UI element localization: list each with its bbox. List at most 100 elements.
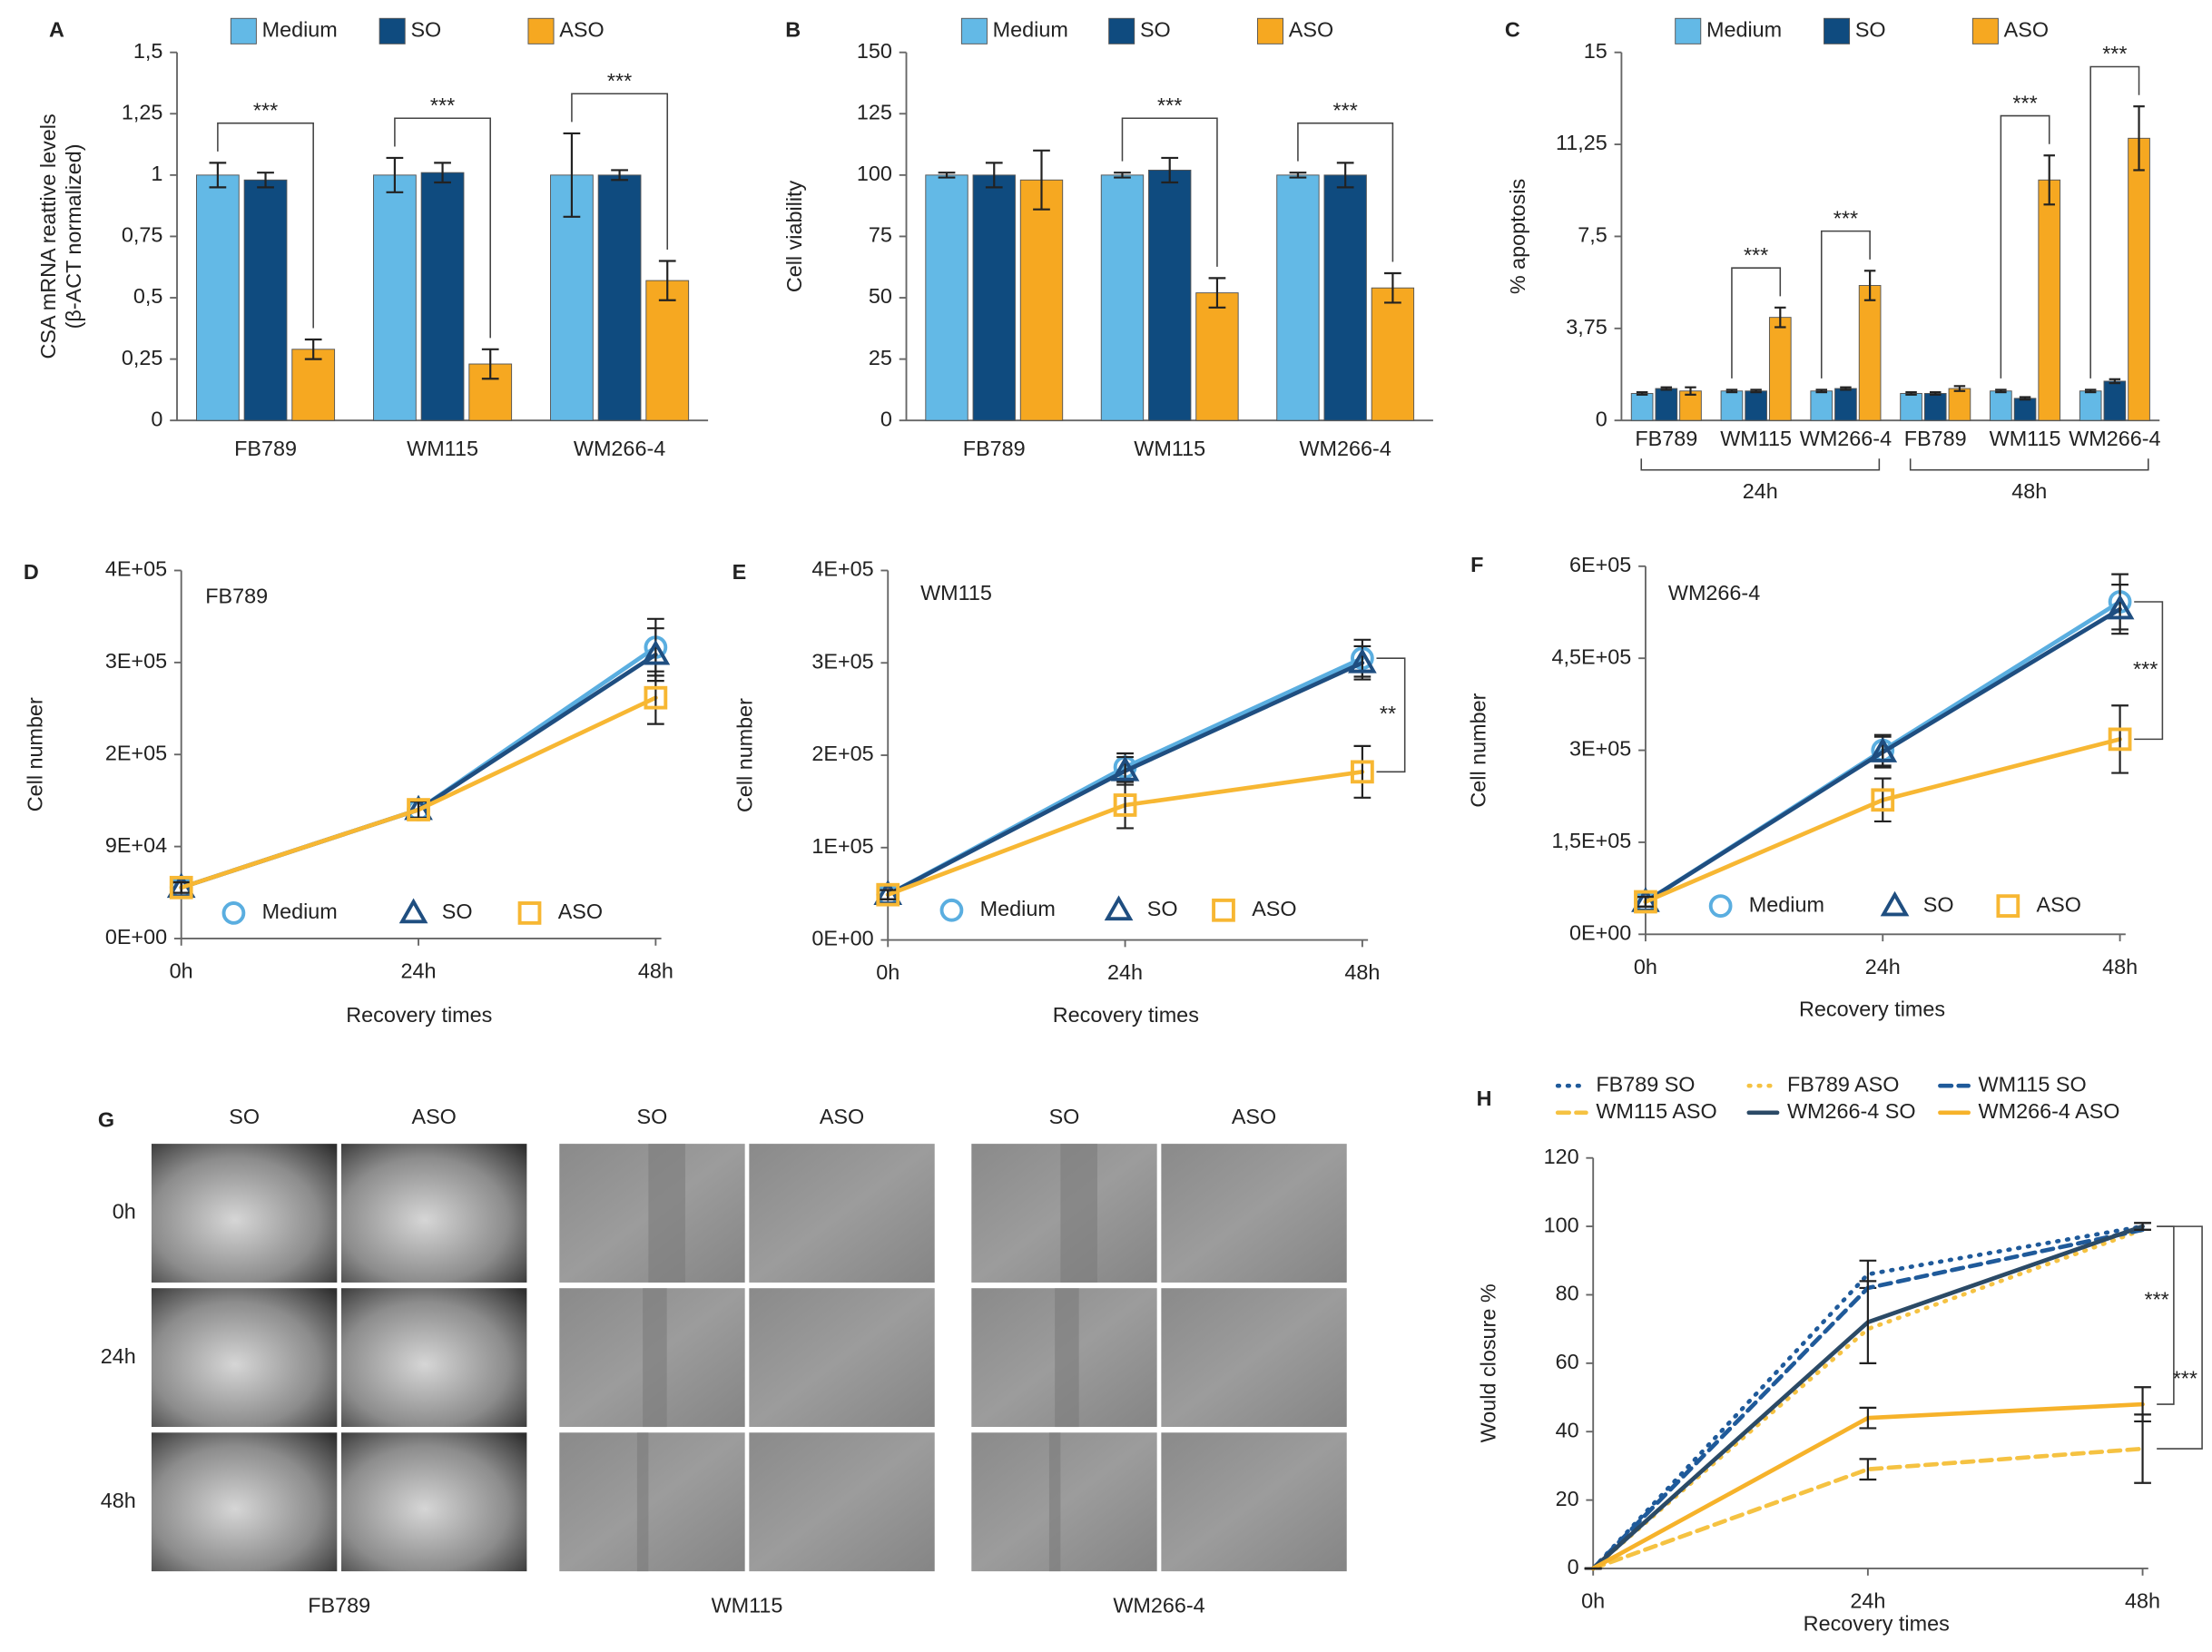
micrograph xyxy=(749,1144,935,1283)
y-tick-label: 25 xyxy=(869,346,892,369)
marker xyxy=(169,875,193,900)
x-axis-label: Recovery times xyxy=(1799,998,1945,1021)
bar xyxy=(1923,392,1947,421)
panel-label: D xyxy=(24,560,39,584)
legend-label: ASO xyxy=(2037,892,2081,916)
marker xyxy=(1871,788,1895,812)
bar xyxy=(1810,390,1834,421)
significance-bracket xyxy=(2134,601,2164,741)
legend-swatch xyxy=(1824,17,1851,44)
marker xyxy=(644,685,668,710)
micrograph xyxy=(151,1288,338,1428)
column-label: ASO xyxy=(820,1105,864,1128)
y-tick-label: 20 xyxy=(1556,1487,1579,1510)
legend-label: Medium xyxy=(1749,892,1824,916)
cell-line-label: WM266-4 xyxy=(1113,1593,1204,1617)
significance-bracket xyxy=(571,93,669,251)
legend-label: ASO xyxy=(559,17,604,41)
y-tick-label: 60 xyxy=(1556,1350,1579,1373)
bar xyxy=(373,174,417,421)
y-tick-label: 15 xyxy=(1584,39,1607,63)
legend-label: ASO xyxy=(1252,897,1296,920)
marker xyxy=(1868,737,1898,762)
y-tick-label: 1,25 xyxy=(122,100,163,123)
bar xyxy=(1019,179,1064,421)
significance-bracket xyxy=(394,117,491,339)
bar xyxy=(972,174,1016,421)
significance-label: ** xyxy=(1380,702,1396,725)
significance-label: *** xyxy=(2012,91,2037,114)
y-tick-label: 0,25 xyxy=(122,346,163,369)
column-label: ASO xyxy=(412,1105,457,1128)
legend-label: WM266-4 ASO xyxy=(1979,1099,2120,1123)
x-axis-label: Recovery times xyxy=(1804,1612,1950,1636)
y-tick-label: 0E+00 xyxy=(105,925,167,949)
bar xyxy=(645,280,690,421)
bar xyxy=(1768,317,1792,421)
significance-bracket xyxy=(2157,1225,2203,1450)
bar xyxy=(1720,390,1744,421)
legend-label: Medium xyxy=(980,897,1056,920)
significance-bracket xyxy=(1731,267,1782,379)
column-label: ASO xyxy=(1232,1105,1276,1128)
y-tick-label: 0E+00 xyxy=(811,927,873,950)
y-tick-label: 50 xyxy=(869,284,892,308)
y-tick-label: 150 xyxy=(857,39,892,63)
x-tick-label: 48h xyxy=(2102,955,2138,978)
y-tick-label: 1,5 xyxy=(133,39,163,63)
bar xyxy=(1655,388,1678,421)
y-tick-label: 4E+05 xyxy=(105,557,167,581)
column-label: SO xyxy=(1049,1105,1080,1128)
legend-label: SO xyxy=(442,900,473,923)
x-tick-label: FB789 xyxy=(1635,427,1697,450)
y-tick-label: 125 xyxy=(857,100,892,123)
series-line xyxy=(1590,1446,2145,1571)
bar xyxy=(2103,380,2127,421)
legend-label: SO xyxy=(410,17,441,41)
x-tick-label: FB789 xyxy=(963,437,1026,460)
bar xyxy=(1195,292,1239,421)
x-tick-label: WM266-4 xyxy=(1299,437,1391,460)
bar xyxy=(1834,388,1857,421)
x-tick-label: 0h xyxy=(876,960,900,984)
y-axis-label: Would closure % xyxy=(1476,1283,1499,1442)
legend-marker xyxy=(1104,895,1134,921)
micrograph xyxy=(971,1432,1157,1572)
x-tick-label: WM115 xyxy=(1134,437,1205,460)
bar xyxy=(1323,174,1367,421)
legend-label: Medium xyxy=(993,17,1068,41)
y-tick-label: 0 xyxy=(880,407,892,430)
column-label: SO xyxy=(637,1105,668,1128)
y-tick-label: 0,75 xyxy=(122,223,163,247)
x-tick-label: WM115 xyxy=(407,437,478,460)
micrograph xyxy=(1161,1144,1347,1283)
legend-label: SO xyxy=(1140,17,1171,41)
y-axis-label: % apoptosis xyxy=(1506,179,1529,294)
x-axis-label: Recovery times xyxy=(346,1003,492,1027)
y-tick-label: 75 xyxy=(869,223,892,247)
y-axis-label: (β-ACT normalized) xyxy=(62,143,85,329)
legend-swatch xyxy=(378,17,406,44)
legend-marker xyxy=(398,898,428,924)
micrograph xyxy=(151,1432,338,1572)
x-tick-label: WM266-4 xyxy=(1800,427,1892,450)
x-tick-label: FB789 xyxy=(234,437,297,460)
row-label: 48h xyxy=(101,1489,136,1512)
significance-bracket xyxy=(1820,230,1871,379)
bar xyxy=(2013,398,2037,421)
legend-swatch xyxy=(230,17,257,44)
panel-label: F xyxy=(1470,553,1483,576)
significance-bracket xyxy=(2000,114,2050,379)
y-axis-label: Cell number xyxy=(732,698,756,812)
significance-label: *** xyxy=(253,98,278,122)
legend-label: ASO xyxy=(558,900,603,923)
column-label: SO xyxy=(229,1105,260,1128)
chart-title: WM266-4 xyxy=(1668,581,1760,605)
y-tick-label: 0,5 xyxy=(133,284,163,308)
panel-label: A xyxy=(49,17,64,41)
y-tick-label: 4,5E+05 xyxy=(1552,644,1632,668)
significance-bracket xyxy=(2089,65,2140,379)
micrograph xyxy=(341,1144,527,1283)
bar xyxy=(1990,390,2012,421)
bar xyxy=(1148,169,1192,421)
